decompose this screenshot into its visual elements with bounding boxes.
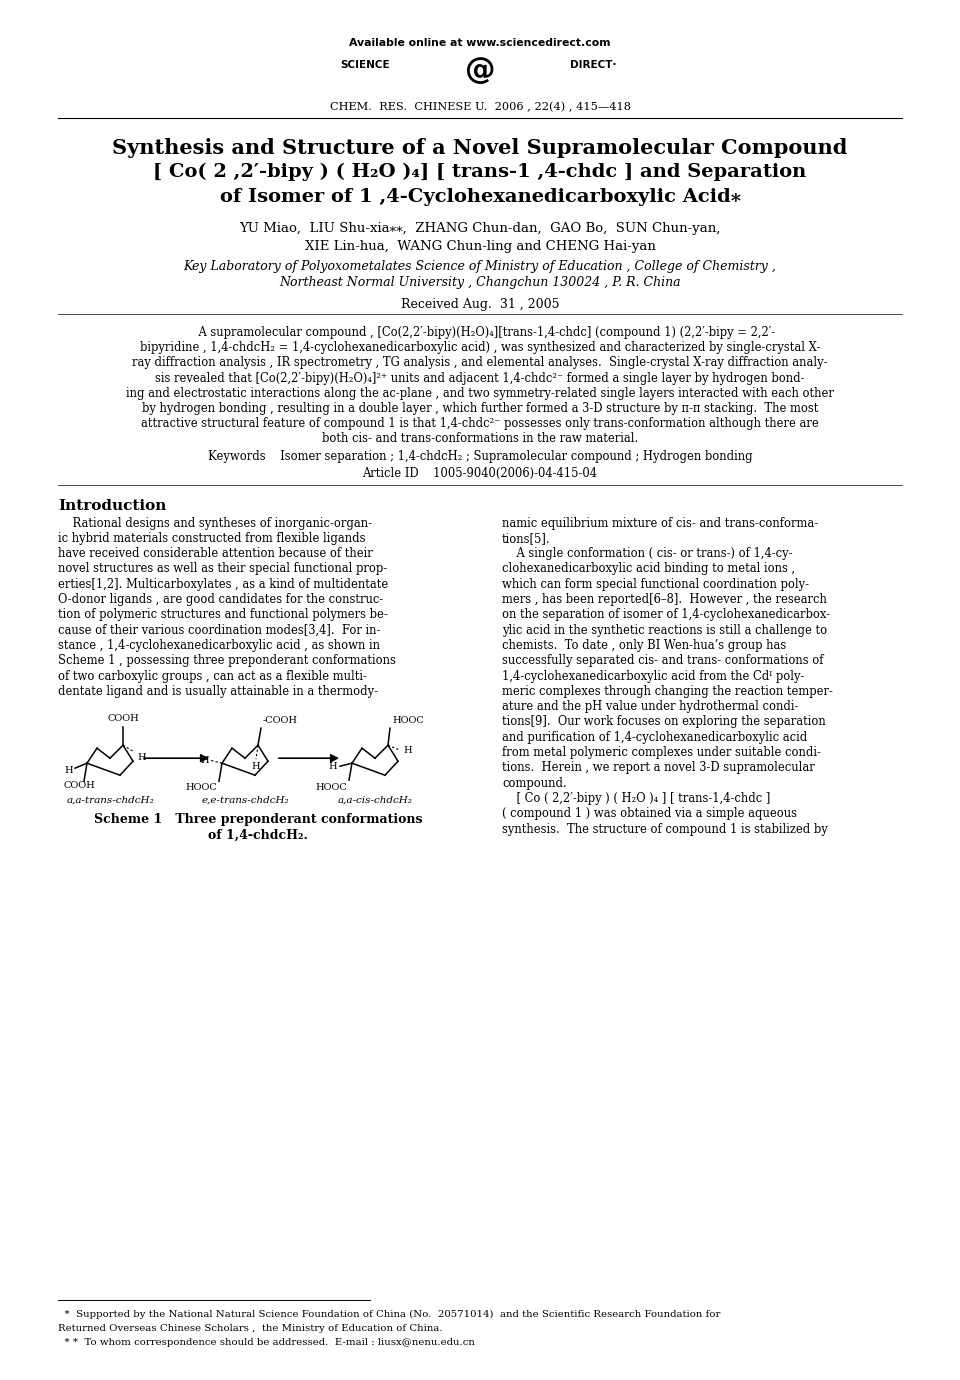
Text: Synthesis and Structure of a Novel Supramolecular Compound: Synthesis and Structure of a Novel Supra…: [112, 138, 848, 157]
Text: attractive structural feature of compound 1 is that 1,4-chdc²⁻ possesses only tr: attractive structural feature of compoun…: [141, 417, 819, 431]
Text: Received Aug.  31 , 2005: Received Aug. 31 , 2005: [400, 298, 560, 310]
Text: HOOC: HOOC: [185, 784, 217, 792]
Text: HOOC: HOOC: [315, 784, 347, 792]
Text: H: H: [201, 756, 209, 765]
Text: Scheme 1 , possessing three preponderant conformations: Scheme 1 , possessing three preponderant…: [58, 654, 396, 668]
Text: from metal polymeric complexes under suitable condi-: from metal polymeric complexes under sui…: [502, 747, 821, 759]
Text: on the separation of isomer of 1,4-cyclohexanedicarbox-: on the separation of isomer of 1,4-cyclo…: [502, 609, 830, 621]
Text: e,e-trans-chdcH₂: e,e-trans-chdcH₂: [202, 795, 289, 805]
Text: tions.  Herein , we report a novel 3-D supramolecular: tions. Herein , we report a novel 3-D su…: [502, 762, 815, 774]
Text: Available online at www.sciencedirect.com: Available online at www.sciencedirect.co…: [349, 39, 611, 48]
Text: of Isomer of 1 ,4-Cyclohexanedicarboxylic Acid⁎: of Isomer of 1 ,4-Cyclohexanedicarboxyli…: [220, 188, 740, 206]
Text: meric complexes through changing the reaction temper-: meric complexes through changing the rea…: [502, 684, 833, 698]
Text: DIRECT·: DIRECT·: [570, 59, 616, 70]
Text: ( compound 1 ) was obtained via a simple aqueous: ( compound 1 ) was obtained via a simple…: [502, 807, 797, 820]
Text: Keywords    Isomer separation ; 1,4-chdcH₂ ; Supramolecular compound ; Hydrogen : Keywords Isomer separation ; 1,4-chdcH₂ …: [207, 450, 753, 462]
Text: by hydrogen bonding , resulting in a double layer , which further formed a 3-D s: by hydrogen bonding , resulting in a dou…: [142, 402, 818, 415]
Text: erties[1,2]. Multicarboxylates , as a kind of multidentate: erties[1,2]. Multicarboxylates , as a ki…: [58, 578, 388, 591]
Text: successfully separated cis- and trans- conformations of: successfully separated cis- and trans- c…: [502, 654, 824, 668]
Text: H: H: [64, 766, 73, 776]
Text: compound.: compound.: [502, 777, 566, 789]
Text: sis revealed that [Co(2,2′-bipy)(H₂O)₄]²⁺ units and adjacent 1,4-chdc²⁻ formed a: sis revealed that [Co(2,2′-bipy)(H₂O)₄]²…: [156, 371, 804, 385]
Text: synthesis.  The structure of compound 1 is stabilized by: synthesis. The structure of compound 1 i…: [502, 822, 828, 836]
Text: Scheme 1   Three preponderant conformations: Scheme 1 Three preponderant conformation…: [94, 813, 422, 827]
Text: ic hybrid materials constructed from flexible ligands: ic hybrid materials constructed from fle…: [58, 531, 366, 545]
Text: bipyridine , 1,4-chdcH₂ = 1,4-cyclohexanedicarboxylic acid) , was synthesized an: bipyridine , 1,4-chdcH₂ = 1,4-cyclohexan…: [140, 341, 820, 355]
Text: SCIENCE: SCIENCE: [341, 59, 390, 70]
Text: Key Laboratory of Polyoxometalates Science of Ministry of Education , College of: Key Laboratory of Polyoxometalates Scien…: [183, 259, 777, 273]
Text: Rational designs and syntheses of inorganic-organ-: Rational designs and syntheses of inorga…: [58, 516, 372, 530]
Text: tions[9].  Our work focuses on exploring the separation: tions[9]. Our work focuses on exploring …: [502, 715, 826, 729]
Text: have received considerable attention because of their: have received considerable attention bec…: [58, 548, 372, 560]
Text: a,a-cis-chdcH₂: a,a-cis-chdcH₂: [338, 795, 413, 805]
Text: mers , has been reported[6–8].  However , the research: mers , has been reported[6–8]. However ,…: [502, 593, 827, 606]
Text: -COOH: -COOH: [263, 716, 298, 726]
Text: cause of their various coordination modes[3,4].  For in-: cause of their various coordination mode…: [58, 624, 380, 636]
Text: YU Miao,  LIU Shu-xia⁎⁎,  ZHANG Chun-dan,  GAO Bo,  SUN Chun-yan,: YU Miao, LIU Shu-xia⁎⁎, ZHANG Chun-dan, …: [239, 222, 721, 235]
Text: H: H: [137, 753, 146, 762]
Text: ing and electrostatic interactions along the ac-plane , and two symmetry-related: ing and electrostatic interactions along…: [126, 386, 834, 400]
Text: H: H: [328, 762, 337, 770]
Text: [ Co ( 2,2′-bipy ) ( H₂O )₄ ] [ trans-1,4-chdc ]: [ Co ( 2,2′-bipy ) ( H₂O )₄ ] [ trans-1,…: [502, 792, 770, 805]
Text: H: H: [403, 745, 412, 755]
Text: tion of polymeric structures and functional polymers be-: tion of polymeric structures and functio…: [58, 609, 388, 621]
Text: COOH: COOH: [108, 715, 139, 723]
Text: H: H: [252, 762, 260, 771]
Text: HOOC: HOOC: [392, 716, 423, 726]
Text: which can form special functional coordination poly-: which can form special functional coordi…: [502, 578, 809, 591]
Text: ylic acid in the synthetic reactions is still a challenge to: ylic acid in the synthetic reactions is …: [502, 624, 828, 636]
Text: [ Co( 2 ,2′-bipy ) ( H₂O )₄] [ trans-1 ,4-chdc ] and Separation: [ Co( 2 ,2′-bipy ) ( H₂O )₄] [ trans-1 ,…: [154, 163, 806, 181]
Text: clohexanedicarboxylic acid binding to metal ions ,: clohexanedicarboxylic acid binding to me…: [502, 563, 795, 575]
Text: a,a-trans-chdcH₂: a,a-trans-chdcH₂: [66, 795, 154, 805]
Text: Article ID    1005-9040(2006)-04-415-04: Article ID 1005-9040(2006)-04-415-04: [363, 466, 597, 480]
Text: stance , 1,4-cyclohexanedicarboxylic acid , as shown in: stance , 1,4-cyclohexanedicarboxylic aci…: [58, 639, 380, 651]
Text: CHEM.  RES.  CHINESE U.  2006 , 22(4) , 415—418: CHEM. RES. CHINESE U. 2006 , 22(4) , 415…: [329, 102, 631, 112]
Text: 1,4-cyclohexanedicarboxylic acid from the Cdᴵ poly-: 1,4-cyclohexanedicarboxylic acid from th…: [502, 669, 804, 683]
Text: * *  To whom correspondence should be addressed.  E-mail : liusx@nenu.edu.cn: * * To whom correspondence should be add…: [58, 1339, 475, 1347]
Text: novel structures as well as their special functional prop-: novel structures as well as their specia…: [58, 563, 387, 575]
Text: dentate ligand and is usually attainable in a thermody-: dentate ligand and is usually attainable…: [58, 684, 378, 698]
Text: Returned Overseas Chinese Scholars ,  the Ministry of Education of China.: Returned Overseas Chinese Scholars , the…: [58, 1323, 443, 1333]
Text: COOH: COOH: [63, 781, 95, 791]
Text: XIE Lin-hua,  WANG Chun-ling and CHENG Hai-yan: XIE Lin-hua, WANG Chun-ling and CHENG Ha…: [304, 240, 656, 253]
Text: A supramolecular compound , [Co(2,2′-bipy)(H₂O)₄][trans-1,4-chdc] (compound 1) (: A supramolecular compound , [Co(2,2′-bip…: [184, 326, 776, 339]
Text: of 1,4-chdcH₂.: of 1,4-chdcH₂.: [208, 829, 308, 842]
Text: of two carboxylic groups , can act as a flexible multi-: of two carboxylic groups , can act as a …: [58, 669, 367, 683]
Text: O-donor ligands , are good candidates for the construc-: O-donor ligands , are good candidates fo…: [58, 593, 383, 606]
Text: and purification of 1,4-cyclohexanedicarboxylic acid: and purification of 1,4-cyclohexanedicar…: [502, 731, 807, 744]
Text: ature and the pH value under hydrothermal condi-: ature and the pH value under hydrotherma…: [502, 700, 799, 713]
Text: namic equilibrium mixture of cis- and trans-conforma-: namic equilibrium mixture of cis- and tr…: [502, 516, 818, 530]
Text: tions[5].: tions[5].: [502, 531, 551, 545]
Text: Northeast Normal University , Changchun 130024 , P. R. China: Northeast Normal University , Changchun …: [279, 276, 681, 288]
Text: ray diffraction analysis , IR spectrometry , TG analysis , and elemental analyse: ray diffraction analysis , IR spectromet…: [132, 356, 828, 370]
Text: A single conformation ( cis- or trans-) of 1,4-cy-: A single conformation ( cis- or trans-) …: [502, 548, 793, 560]
Text: chemists.  To date , only BI Wen-hua’s group has: chemists. To date , only BI Wen-hua’s gr…: [502, 639, 786, 651]
Text: Introduction: Introduction: [58, 498, 166, 512]
Text: *  Supported by the National Natural Science Foundation of China (No.  20571014): * Supported by the National Natural Scie…: [58, 1310, 720, 1319]
Text: @: @: [465, 57, 495, 86]
Text: both cis- and trans-conformations in the raw material.: both cis- and trans-conformations in the…: [322, 432, 638, 446]
